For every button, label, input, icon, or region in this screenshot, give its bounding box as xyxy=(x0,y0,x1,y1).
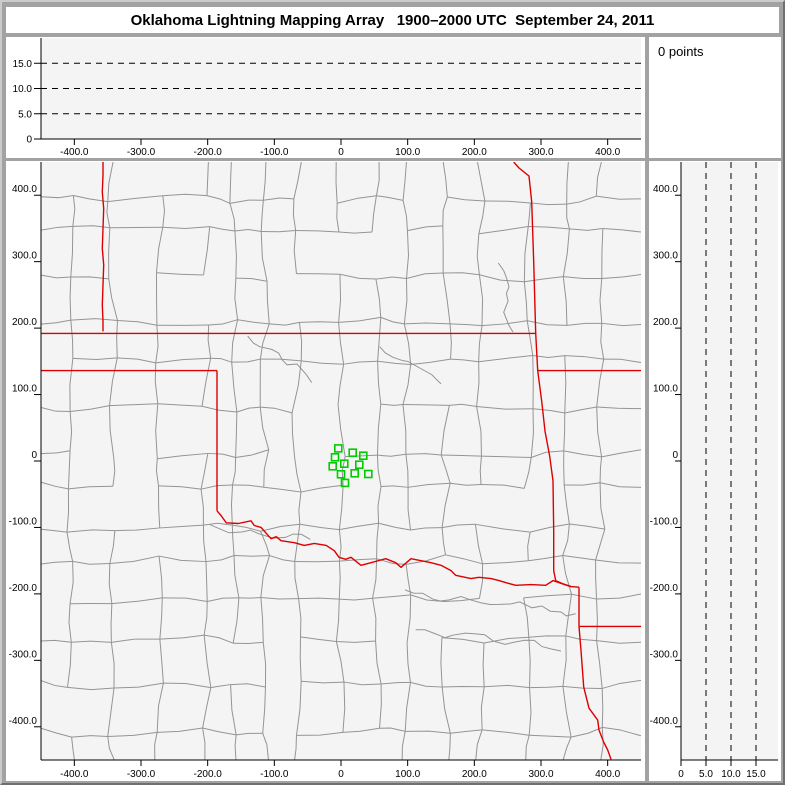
axis xyxy=(675,162,778,766)
county-lines xyxy=(41,162,641,760)
points-counter-panel: 0 points xyxy=(649,37,781,158)
axis xyxy=(34,162,641,766)
tick-label: 0 xyxy=(26,135,32,146)
tick-label: 200.0 xyxy=(653,317,678,328)
plot-canvas: 400.0 300.0 200.0 100.0 0 -100.0 -200.0 -300.0 -… xyxy=(9,162,641,780)
tick-label: -200.0 xyxy=(193,147,222,158)
tick-label: 0 xyxy=(338,769,344,780)
station-marker xyxy=(354,460,364,470)
plan-view-map-panel[interactable]: 400.0 300.0 200.0 100.0 0 -100.0 -200.0 -300.0 -… xyxy=(6,161,645,781)
tick-label: -300.0 xyxy=(9,649,38,660)
points-count-label: 0 points xyxy=(658,44,704,59)
altitude-ns-panel[interactable]: 400.0 300.0 200.0 100.0 0 -100.0 -200.0 -300.0 -… xyxy=(649,161,781,781)
tick-label: 100.0 xyxy=(395,147,420,158)
tick-label: 0 xyxy=(338,147,344,158)
tick-label: -400.0 xyxy=(650,716,679,727)
tick-label: -200.0 xyxy=(650,583,679,594)
dashed-gridlines xyxy=(41,62,641,115)
tick-label: 5.0 xyxy=(699,769,713,780)
plot-canvas: 15.0 10.0 5.0 0 -400.0 -300.0 -200.0 -100.0 0 100… xyxy=(13,38,641,158)
tick-label: 10.0 xyxy=(721,769,741,780)
tick-label: -100.0 xyxy=(260,769,289,780)
station-marker xyxy=(333,444,343,453)
tick-label: 300.0 xyxy=(528,769,553,780)
tick-label: -200.0 xyxy=(9,583,38,594)
tick-label: -200.0 xyxy=(193,769,222,780)
tick-label: -300.0 xyxy=(127,769,156,780)
station-marker xyxy=(350,468,360,478)
tick-label: 300.0 xyxy=(528,147,553,158)
plot-area[interactable] xyxy=(681,162,778,760)
tick-label: -100.0 xyxy=(650,516,679,527)
plot-canvas: 400.0 300.0 200.0 100.0 0 -100.0 -200.0 -300.0 -… xyxy=(650,162,778,780)
station-marker xyxy=(348,448,358,458)
station-marker xyxy=(330,452,340,462)
tick-label: 400.0 xyxy=(12,184,37,195)
tick-label: -400.0 xyxy=(9,716,38,727)
tick-label: 300.0 xyxy=(653,251,678,262)
altitude-ew-panel[interactable]: 15.0 10.0 5.0 0 -400.0 -300.0 -200.0 -100.0 0 100… xyxy=(6,37,645,158)
tick-label: -400.0 xyxy=(60,769,89,780)
station-marker xyxy=(336,469,346,479)
station-marker xyxy=(328,461,338,471)
tick-label: 100.0 xyxy=(12,384,37,395)
station-marker xyxy=(358,451,368,461)
tick-label: 400.0 xyxy=(595,769,620,780)
tick-label: 400.0 xyxy=(653,184,678,195)
tick-label: 200.0 xyxy=(12,317,37,328)
tick-label: 5.0 xyxy=(18,109,32,120)
tick-label: 200.0 xyxy=(462,769,487,780)
tick-label: 300.0 xyxy=(12,251,37,262)
river-lines xyxy=(210,262,576,652)
tick-label: 100.0 xyxy=(653,384,678,395)
tick-label: -300.0 xyxy=(650,649,679,660)
tick-label: 0 xyxy=(678,769,684,780)
tick-label: 15.0 xyxy=(746,769,766,780)
dashed-gridlines xyxy=(705,162,757,760)
page-title: Oklahoma Lightning Mapping Array 1900–20… xyxy=(6,7,779,33)
tick-label: -300.0 xyxy=(127,147,156,158)
state-border-lines xyxy=(41,162,641,760)
tick-label: 0 xyxy=(672,450,678,461)
tick-label: 400.0 xyxy=(595,147,620,158)
station-marker xyxy=(363,469,373,479)
axis xyxy=(34,38,641,145)
tick-label: -100.0 xyxy=(260,147,289,158)
tick-label: -100.0 xyxy=(9,516,38,527)
station-marker xyxy=(339,459,349,469)
station-marker xyxy=(340,478,350,488)
tick-label: 100.0 xyxy=(395,769,420,780)
tick-label: -400.0 xyxy=(60,147,89,158)
stations xyxy=(328,444,373,488)
tick-label: 200.0 xyxy=(462,147,487,158)
tick-label: 15.0 xyxy=(13,59,33,70)
tick-label: 0 xyxy=(31,450,37,461)
tick-label: 10.0 xyxy=(13,84,33,95)
